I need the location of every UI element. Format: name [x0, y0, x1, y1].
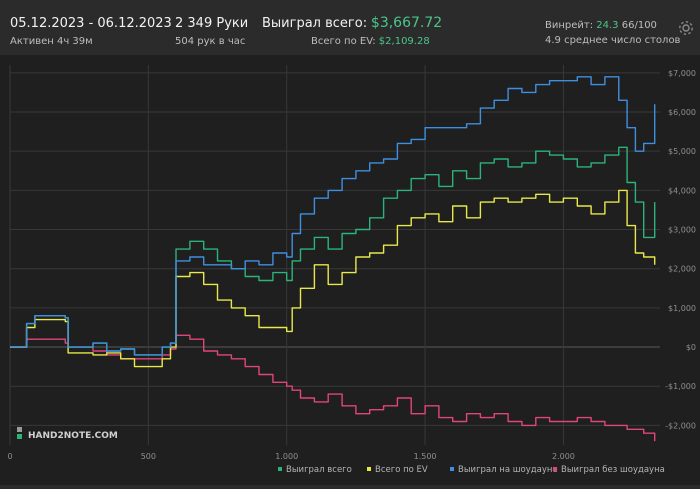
y-tick-label: $7,000 [668, 69, 696, 78]
grid [9, 65, 660, 445]
hands-per-hour: 504 рук в час [175, 36, 246, 47]
pnl-chart: $7,000 $6,000 $5,000 $4,000 $3,000 $2,000 $1,0… [7, 65, 696, 475]
y-tick-label: $1,000 [668, 304, 696, 313]
legend-showdown[interactable]: Выиграл на шоудауне [458, 465, 558, 475]
chart-panel: $7,000 $6,000 $5,000 $4,000 $3,000 $2,000 $1,0… [0, 55, 700, 485]
legend-non-showdown[interactable]: Выиграл без шоудауна [561, 465, 665, 475]
won-total: Выиграл всего: $3,667.72 [262, 16, 442, 31]
y-tick-label: $5,000 [668, 147, 696, 156]
series-lines [10, 76, 656, 442]
y-tick-label: $4,000 [668, 186, 696, 195]
won-total-value: $3,667.72 [370, 15, 443, 31]
logo-text: HAND2NOTE.COM [28, 431, 118, 441]
legend-won-total[interactable]: Выиграл всего [286, 465, 352, 475]
winrate-value: 24.3 [596, 20, 619, 31]
x-tick-label: 0 [7, 452, 12, 461]
active-time: Активен 4ч 39м [10, 36, 93, 47]
winrate-label: Винрейт: [545, 20, 594, 31]
avg-tables: 4.9 среднее число столов [545, 35, 681, 46]
legend-non-showdown-swatch [553, 467, 557, 471]
date-range: 05.12.2023 - 06.12.2023 [10, 16, 172, 31]
legend-ev-swatch [367, 467, 371, 471]
x-tick-label: 1.000 [275, 452, 298, 461]
y-tick-label: -$1,000 [665, 382, 696, 391]
winrate-suffix: 66/100 [621, 20, 657, 31]
winrate: Винрейт: 24.3 66/100 [545, 19, 657, 33]
hands-count: 2 349 Руки [175, 16, 249, 31]
x-tick-label: 2.000 [552, 452, 575, 461]
won-total-label: Выиграл всего: [262, 16, 368, 31]
line-showdown [10, 76, 656, 356]
y-tick-label: $2,000 [668, 265, 696, 274]
legend: Выиграл всего Всего по EV Выиграл на шоуда… [278, 465, 665, 475]
y-tick-label: -$2,000 [665, 421, 696, 430]
y-tick-label: $6,000 [668, 108, 696, 117]
line-ev [10, 189, 656, 368]
logo-mark-icon [17, 427, 22, 432]
x-tick-label: 500 [141, 452, 156, 461]
y-tick-label: $0 [686, 343, 696, 352]
logo-mark-icon-2 [17, 434, 22, 439]
x-tick-label: 1.500 [414, 452, 437, 461]
logo: HAND2NOTE.COM [17, 427, 118, 441]
x-axis: 0 500 1.000 1.500 2.000 [7, 452, 574, 461]
ev-total: Всего по EV: $2,109.28 [311, 35, 430, 49]
ev-label: Всего по EV: [311, 36, 376, 47]
gear-icon[interactable] [677, 19, 695, 37]
line-won-total [10, 146, 656, 356]
legend-showdown-swatch [450, 467, 454, 471]
ev-value: $2,109.28 [378, 36, 430, 47]
legend-ev[interactable]: Всего по EV [375, 465, 428, 475]
legend-won-total-swatch [278, 467, 282, 471]
y-axis: $7,000 $6,000 $5,000 $4,000 $3,000 $2,000 $1,0… [665, 69, 696, 431]
y-tick-label: $3,000 [668, 226, 696, 235]
